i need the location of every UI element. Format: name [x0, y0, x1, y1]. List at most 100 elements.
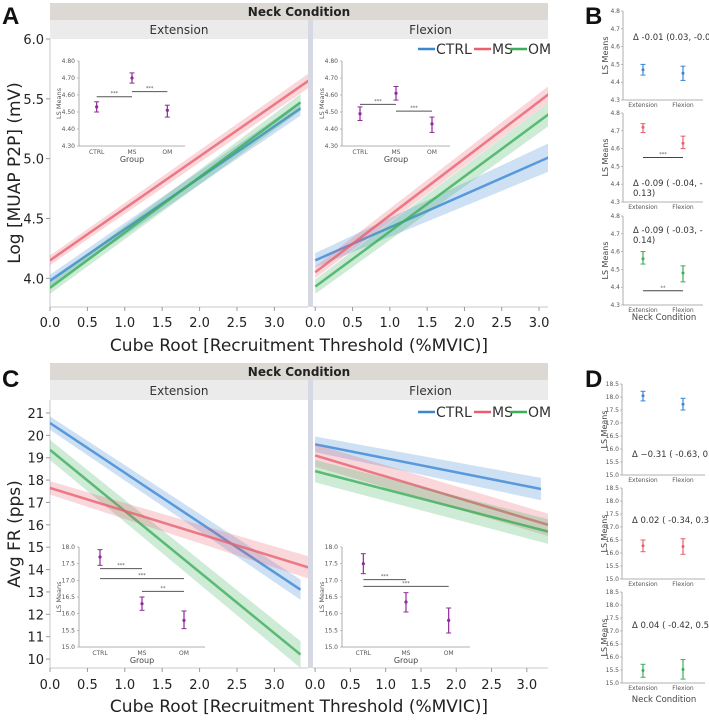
inset-y-tick-label: 4.70 — [325, 75, 339, 82]
facet-strip — [313, 20, 548, 39]
small-panel-ctrl: 4.3 4.4 4.5 4.6 4.7 4.8 LS Means Extension Flexi… — [601, 8, 709, 109]
facet-divider — [308, 380, 313, 668]
inset-y-title: LS Means — [55, 581, 63, 613]
inset-y-tick-label: 16.5 — [62, 594, 76, 601]
x-tick-label: 0.0 — [305, 316, 326, 331]
facet-flexion: Flexion 0.0 0.5 1.0 1.5 2.0 2.5 3.0 15.0 15.5 16.0… — [305, 380, 551, 693]
y-tick-label: 6.0 — [23, 33, 44, 48]
x-tick-label: 3.0 — [264, 678, 285, 693]
x-tick-label: 2.5 — [227, 316, 248, 331]
panel-D: D 15.0 15.5 16.0 16.5 17.0 17.5 18.0 18.5 LS Mean… — [585, 366, 709, 705]
delta-annotation: Δ −0.31 ( -0.63, 0.00) — [632, 450, 709, 460]
significance-label: ** — [161, 586, 167, 592]
x-tick-label: Flexion — [672, 307, 694, 314]
y-tick-label: 16.0 — [606, 654, 620, 661]
y-tick-label: 17.5 — [606, 615, 620, 622]
x-tick-label: 0.5 — [77, 678, 98, 693]
y-tick-label: 17.5 — [606, 407, 620, 414]
x-tick-label: 3.0 — [516, 678, 537, 693]
inset-y-tick-label: 17.5 — [325, 561, 339, 568]
inset-y-tick-label: 4.60 — [325, 92, 339, 99]
y-tick-label: 4.8 — [610, 110, 620, 117]
y-tick-label: 21 — [27, 407, 44, 422]
y-tick-label: 4.7 — [610, 26, 620, 33]
x-tick-label: 1.0 — [114, 678, 135, 693]
inset-y-tick-label: 17.0 — [325, 577, 339, 584]
mean-point — [641, 394, 645, 398]
facet-divider — [308, 20, 313, 307]
significance-label: *** — [659, 152, 667, 158]
axes — [622, 11, 703, 101]
x-tick-label: Extension — [628, 204, 658, 211]
y-axis-title: LS Means — [601, 241, 610, 279]
x-tick-label: Extension — [628, 685, 658, 692]
inset-y-tick-label: 4.40 — [325, 126, 339, 133]
x-tick-label: 3.0 — [264, 316, 285, 331]
significance-label: *** — [410, 106, 418, 112]
inset-y-tick-label: 17.0 — [62, 577, 76, 584]
regression-line-om — [50, 101, 302, 289]
x-tick-label: 0.0 — [305, 678, 326, 693]
regression-line-ms — [50, 486, 308, 569]
y-axis-title: LS Means — [601, 138, 610, 176]
x-tick-label: 2.5 — [491, 316, 512, 331]
legend-label-ctrl: CTRL — [436, 42, 472, 58]
y-tick-label: 4.7 — [610, 128, 620, 135]
y-tick-label: 17.5 — [606, 511, 620, 518]
x-axis-title: Neck Condition — [632, 313, 696, 323]
x-tick-label: 1.5 — [152, 316, 173, 331]
significance-label: ** — [661, 285, 667, 291]
y-tick-label: 16 — [27, 519, 44, 534]
inset-x-tick-label: MS — [392, 149, 401, 156]
y-tick-label: 15.5 — [606, 563, 620, 570]
x-tick-label: 0.0 — [40, 678, 61, 693]
inset-y-tick-label: 4.50 — [325, 109, 339, 116]
y-tick-label: 15.0 — [606, 680, 620, 687]
legend-label-ms: MS — [492, 42, 513, 58]
inset-y-tick-label: 16.0 — [62, 611, 76, 618]
significance-label: *** — [374, 99, 382, 105]
facet-extension: Extension 0.0 0.5 1.0 1.5 2.0 2.5 3.0 15.0 15.5 16… — [40, 380, 308, 693]
regression-line-ctrl — [50, 422, 302, 591]
y-tick-label: 4.4 — [610, 181, 620, 188]
inset-mean-point — [95, 105, 99, 109]
x-tick-label: Flexion — [672, 685, 694, 692]
inset-mean-point — [430, 122, 434, 126]
y-tick-label: 18.5 — [606, 381, 620, 388]
x-tick-label: 1.0 — [375, 678, 396, 693]
x-tick-label: 1.0 — [379, 316, 400, 331]
legend: CTRL MS OM — [418, 405, 551, 421]
regression-line-ctrl — [314, 443, 542, 491]
inset-y-tick-label: 4.40 — [62, 126, 76, 133]
x-tick-label: 0.5 — [77, 316, 98, 331]
x-tick-label: 1.5 — [417, 316, 438, 331]
panel-A: A Neck Condition 4.0 4.5 5.0 5.5 6.0 Log [MUAP … — [2, 3, 551, 356]
mean-point — [641, 125, 645, 129]
significance-label: *** — [381, 574, 389, 580]
inset-mean-point — [447, 618, 451, 622]
y-tick-label: 17.0 — [606, 628, 620, 635]
inset-x-tick-label: OM — [427, 149, 437, 156]
y-tick-label: 17.0 — [606, 420, 620, 427]
axes — [621, 384, 705, 476]
legend: CTRL MS OM — [418, 42, 551, 58]
significance-label: *** — [138, 573, 146, 579]
strip-title: Neck Condition — [248, 5, 350, 19]
inset-mean-point — [165, 108, 169, 112]
x-tick-label: 2.0 — [446, 678, 467, 693]
y-tick-label: 4.5 — [610, 163, 620, 170]
inset-x-title: Group — [384, 155, 408, 164]
small-panel-om: 4.3 4.4 4.5 4.6 4.7 4.8 LS Means Extension Flexi… — [601, 213, 703, 314]
y-tick-label: 10 — [27, 653, 44, 668]
ci-band-ms — [50, 481, 308, 579]
x-axis-title: Cube Root [Recruitment Threshold (%MVIC)… — [110, 336, 488, 356]
inset-y-tick-label: 18.0 — [62, 544, 76, 551]
inset-y-tick-label: 4.80 — [325, 58, 339, 65]
ci-band-om — [50, 439, 301, 668]
y-tick-label: 13 — [27, 586, 44, 601]
mean-point — [641, 257, 645, 261]
small-panel-ms: 4.3 4.4 4.5 4.6 4.7 4.8 LS Means Extension Flexi… — [601, 110, 703, 211]
regression-line-om — [314, 113, 548, 288]
series-group — [50, 416, 308, 668]
